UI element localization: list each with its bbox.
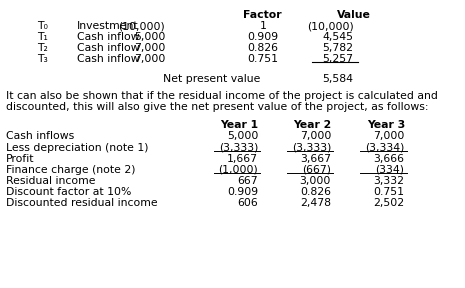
Text: 0.909: 0.909 — [227, 187, 258, 197]
Text: 0.826: 0.826 — [247, 43, 278, 53]
Text: 4,545: 4,545 — [322, 32, 353, 42]
Text: Year 3: Year 3 — [367, 120, 405, 130]
Text: 2,502: 2,502 — [373, 198, 405, 208]
Text: (3,333): (3,333) — [219, 143, 258, 153]
Text: It can also be shown that if the residual income of the project is calculated an: It can also be shown that if the residua… — [6, 91, 438, 101]
Text: (10,000): (10,000) — [118, 21, 165, 31]
Text: 5,257: 5,257 — [322, 54, 353, 65]
Text: Discount factor at 10%: Discount factor at 10% — [6, 187, 131, 197]
Text: Discounted residual income: Discounted residual income — [6, 198, 157, 208]
Text: Year 1: Year 1 — [220, 120, 259, 130]
Text: 7,000: 7,000 — [300, 131, 331, 141]
Text: Less depreciation (note 1): Less depreciation (note 1) — [6, 143, 148, 153]
Text: 3,667: 3,667 — [300, 154, 331, 164]
Text: Net present value: Net present value — [163, 74, 260, 84]
Text: (1,000): (1,000) — [219, 165, 258, 175]
Text: 3,332: 3,332 — [373, 176, 405, 186]
Text: 5,000: 5,000 — [134, 32, 165, 42]
Text: Finance charge (note 2): Finance charge (note 2) — [6, 165, 135, 175]
Text: 3,666: 3,666 — [373, 154, 405, 164]
Text: 1,667: 1,667 — [227, 154, 258, 164]
Text: (667): (667) — [302, 165, 331, 175]
Text: 1: 1 — [259, 21, 266, 31]
Text: 7,000: 7,000 — [373, 131, 405, 141]
Text: Cash inflow: Cash inflow — [77, 32, 140, 42]
Text: (334): (334) — [376, 165, 405, 175]
Text: (3,334): (3,334) — [365, 143, 405, 153]
Text: 5,584: 5,584 — [322, 74, 353, 84]
Text: (10,000): (10,000) — [306, 21, 353, 31]
Text: Residual income: Residual income — [6, 176, 95, 186]
Text: Cash inflows: Cash inflows — [6, 131, 74, 141]
Text: T₀: T₀ — [37, 21, 48, 31]
Text: 5,000: 5,000 — [227, 131, 258, 141]
Text: 7,000: 7,000 — [134, 54, 165, 65]
Text: discounted, this will also give the net present value of the project, as follows: discounted, this will also give the net … — [6, 102, 428, 112]
Text: 7,000: 7,000 — [134, 43, 165, 53]
Text: Cash inflow: Cash inflow — [77, 43, 140, 53]
Text: Investment: Investment — [77, 21, 139, 31]
Text: 5,782: 5,782 — [322, 43, 353, 53]
Text: T₂: T₂ — [37, 43, 48, 53]
Text: T₃: T₃ — [37, 54, 48, 65]
Text: (3,333): (3,333) — [292, 143, 331, 153]
Text: 0.909: 0.909 — [247, 32, 278, 42]
Text: T₁: T₁ — [37, 32, 48, 42]
Text: 0.751: 0.751 — [373, 187, 405, 197]
Text: Factor: Factor — [243, 10, 282, 20]
Text: 667: 667 — [238, 176, 258, 186]
Text: Cash inflow: Cash inflow — [77, 54, 140, 65]
Text: Year 2: Year 2 — [293, 120, 332, 130]
Text: 0.751: 0.751 — [247, 54, 278, 65]
Text: 606: 606 — [237, 198, 258, 208]
Text: 0.826: 0.826 — [300, 187, 331, 197]
Text: 2,478: 2,478 — [300, 198, 331, 208]
Text: Profit: Profit — [6, 154, 34, 164]
Text: Value: Value — [337, 10, 370, 20]
Text: 3,000: 3,000 — [300, 176, 331, 186]
